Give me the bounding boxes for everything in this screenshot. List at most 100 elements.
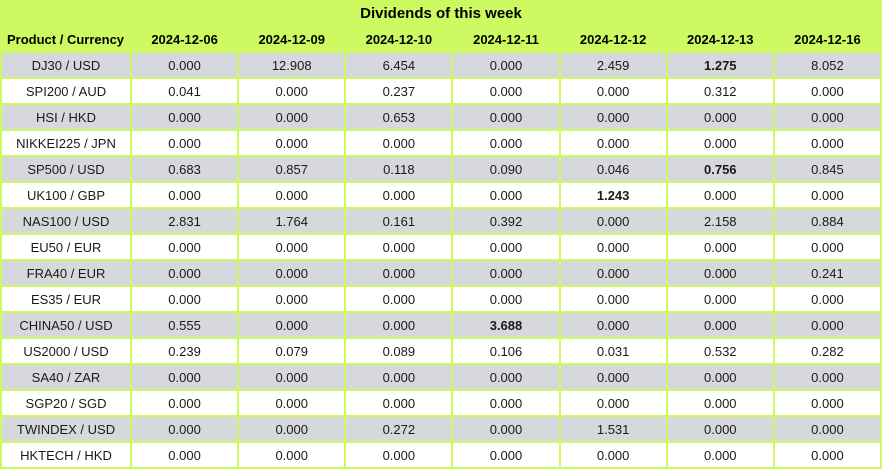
table-header-row: Product / Currency 2024-12-06 2024-12-09 20… — [2, 27, 880, 51]
dividend-value-cell: 0.000 — [774, 79, 880, 103]
dividend-value-cell: 0.000 — [560, 313, 666, 337]
dividend-value-cell: 0.000 — [453, 79, 559, 103]
dividend-value-cell: 0.000 — [239, 365, 345, 389]
dividend-value-cell: 0.090 — [453, 157, 559, 181]
dividend-value-cell: 6.454 — [346, 53, 452, 77]
column-header-date: 2024-12-09 — [258, 31, 325, 47]
dividend-value-cell: 0.000 — [667, 417, 773, 441]
dividend-value-cell: 0.000 — [132, 287, 238, 311]
table-row: DJ30 / USD 0.000 12.908 6.454 0.000 2.459 1.27… — [2, 53, 880, 77]
dividend-value-cell: 0.000 — [667, 443, 773, 467]
product-cell: NAS100 / USD — [2, 209, 130, 233]
dividend-value-cell: 0.000 — [560, 391, 666, 415]
dividend-value-cell: 0.000 — [239, 417, 345, 441]
dividend-value-cell: 0.118 — [346, 157, 452, 181]
column-header-date: 2024-12-13 — [687, 31, 754, 47]
product-cell: EU50 / EUR — [2, 235, 130, 259]
dividend-value-cell: 0.000 — [346, 313, 452, 337]
dividend-value-cell: 0.089 — [346, 339, 452, 363]
product-cell: SP500 / USD — [2, 157, 130, 181]
dividend-value-cell: 0.000 — [239, 391, 345, 415]
column-header-date: 2024-12-16 — [794, 31, 861, 47]
dividend-value-cell: 0.000 — [774, 235, 880, 259]
dividend-value-cell: 3.688 — [453, 313, 559, 337]
dividend-value-cell: 0.000 — [346, 183, 452, 207]
dividend-value-cell: 0.000 — [667, 365, 773, 389]
dividend-value-cell: 0.000 — [346, 131, 452, 155]
table-row: CHINA50 / USD 0.555 0.000 0.000 3.688 0.000 0.… — [2, 313, 880, 337]
dividend-value-cell: 0.683 — [132, 157, 238, 181]
dividend-value-cell: 1.243 — [560, 183, 666, 207]
dividend-value-cell: 8.052 — [774, 53, 880, 77]
dividend-value-cell: 0.000 — [453, 105, 559, 129]
dividend-value-cell: 0.312 — [667, 79, 773, 103]
dividend-value-cell: 0.031 — [560, 339, 666, 363]
dividend-value-cell: 0.000 — [239, 261, 345, 285]
dividend-value-cell: 0.857 — [239, 157, 345, 181]
product-cell: SA40 / ZAR — [2, 365, 130, 389]
dividend-value-cell: 0.000 — [774, 417, 880, 441]
column-header-date: 2024-12-12 — [579, 31, 647, 47]
product-cell: NIKKEI225 / JPN — [2, 131, 130, 155]
product-cell: SGP20 / SGD — [2, 391, 130, 415]
table-row: HSI / HKD 0.000 0.000 0.653 0.000 0.000 0.000 0… — [2, 105, 880, 129]
dividend-value-cell: 0.000 — [774, 131, 880, 155]
dividend-value-cell: 2.459 — [560, 53, 666, 77]
dividend-value-cell: 0.000 — [774, 391, 880, 415]
dividend-value-cell: 0.000 — [346, 365, 452, 389]
product-cell: HKTECH / HKD — [2, 443, 130, 467]
product-cell: TWINDEX / USD — [2, 417, 130, 441]
dividend-value-cell: 0.000 — [132, 183, 238, 207]
dividend-value-cell: 0.000 — [667, 235, 773, 259]
dividend-value-cell: 0.000 — [774, 443, 880, 467]
table-row: SGP20 / SGD 0.000 0.000 0.000 0.000 0.000 0.00… — [2, 391, 880, 415]
product-cell: FRA40 / EUR — [2, 261, 130, 285]
dividend-value-cell: 0.000 — [239, 79, 345, 103]
dividend-value-cell: 0.000 — [453, 53, 559, 77]
product-cell: DJ30 / USD — [2, 53, 130, 77]
dividend-value-cell: 0.000 — [239, 131, 345, 155]
dividend-value-cell: 0.041 — [132, 79, 238, 103]
dividend-value-cell: 0.000 — [132, 261, 238, 285]
product-cell: US2000 / USD — [2, 339, 130, 363]
dividend-value-cell: 0.000 — [667, 261, 773, 285]
column-header-date: 2024-12-11 — [473, 31, 539, 47]
dividend-value-cell: 0.000 — [453, 365, 559, 389]
dividend-value-cell: 0.282 — [774, 339, 880, 363]
dividend-value-cell: 0.000 — [560, 287, 666, 311]
dividend-value-cell: 0.000 — [560, 105, 666, 129]
dividend-value-cell: 0.000 — [132, 391, 238, 415]
product-cell: ES35 / EUR — [2, 287, 130, 311]
dividend-value-cell: 0.000 — [239, 105, 345, 129]
dividend-value-cell: 1.275 — [667, 53, 773, 77]
column-header-date: 2024-12-10 — [365, 31, 433, 47]
dividend-value-cell: 0.884 — [774, 209, 880, 233]
dividend-value-cell: 0.000 — [560, 209, 666, 233]
dividend-value-cell: 0.237 — [346, 79, 452, 103]
table-row: NIKKEI225 / JPN 0.000 0.000 0.000 0.000 0.000… — [2, 131, 880, 155]
dividend-value-cell: 0.000 — [132, 105, 238, 129]
dividend-value-cell: 0.000 — [239, 313, 345, 337]
dividend-value-cell: 0.000 — [453, 183, 559, 207]
dividend-value-cell: 0.000 — [132, 131, 238, 155]
dividend-value-cell: 0.000 — [774, 287, 880, 311]
dividend-value-cell: 2.831 — [132, 209, 238, 233]
product-cell: CHINA50 / USD — [2, 313, 130, 337]
dividend-value-cell: 0.000 — [667, 105, 773, 129]
dividend-value-cell: 0.000 — [239, 235, 345, 259]
product-cell: UK100 / GBP — [2, 183, 130, 207]
table-row: TWINDEX / USD 0.000 0.000 0.272 0.000 1.531 0.… — [2, 417, 880, 441]
dividend-value-cell: 0.000 — [560, 79, 666, 103]
dividend-value-cell: 0.000 — [667, 131, 773, 155]
dividend-value-cell: 0.000 — [560, 365, 666, 389]
dividend-value-cell: 0.000 — [453, 287, 559, 311]
dividend-value-cell: 0.079 — [239, 339, 345, 363]
dividend-value-cell: 0.845 — [774, 157, 880, 181]
dividend-value-cell: 0.106 — [453, 339, 559, 363]
dividend-value-cell: 0.000 — [453, 391, 559, 415]
dividend-value-cell: 0.000 — [453, 417, 559, 441]
dividend-value-cell: 1.764 — [239, 209, 345, 233]
dividend-value-cell: 12.908 — [239, 53, 345, 77]
table-row: SPI200 / AUD 0.041 0.000 0.237 0.000 0.000 0.3… — [2, 79, 880, 103]
dividend-value-cell: 0.532 — [667, 339, 773, 363]
